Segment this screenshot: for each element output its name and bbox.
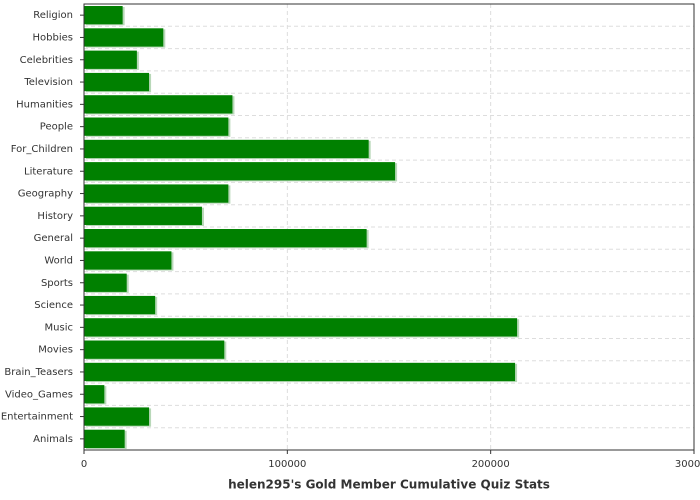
bar [84,229,367,248]
y-tick-label: Brain_Teasers [4,367,73,378]
y-tick-label: Hobbies [33,32,73,43]
bar [84,340,225,359]
bar [84,184,229,203]
bar [84,318,518,337]
bar [84,385,105,404]
y-tick-label: World [44,255,73,266]
bar [84,429,125,448]
bar [84,72,150,92]
y-tick-label: Science [34,300,73,311]
x-tick-label: 300000 [675,459,700,470]
y-tick-label: Entertainment [1,412,73,423]
bar [84,117,229,136]
bar [84,95,233,114]
y-tick-label: History [37,211,73,222]
x-tick-label: 100000 [268,459,306,470]
y-tick-label: Video_Games [5,389,73,400]
y-tick-label: General [34,233,73,244]
y-tick-label: Celebrities [20,55,73,66]
y-tick-label: Humanities [16,99,73,110]
x-tick-label: 0 [81,459,87,470]
y-tick-label: For_Children [11,144,73,155]
bar [84,162,396,181]
y-tick-label: People [40,122,73,133]
y-tick-label: Religion [33,10,73,21]
y-tick-label: Television [23,77,73,88]
y-tick-label: Movies [38,345,73,356]
plot-frame [83,3,695,451]
bar [84,407,150,426]
y-tick-label: Music [45,322,73,333]
y-tick-label: Literature [24,166,73,177]
y-tick-label: Animals [33,434,73,445]
bar [84,50,137,69]
bar [84,6,123,25]
y-tick-label: Geography [18,189,73,200]
bar [84,139,369,159]
bar [84,295,156,315]
x-axis-title: helen295's Gold Member Cumulative Quiz S… [228,478,550,492]
bar [84,206,202,225]
x-tick-label: 200000 [472,459,510,470]
bar [84,28,164,47]
y-tick-label: Sports [41,278,73,289]
bar [84,362,516,382]
bar [84,251,172,270]
bar [84,273,127,292]
